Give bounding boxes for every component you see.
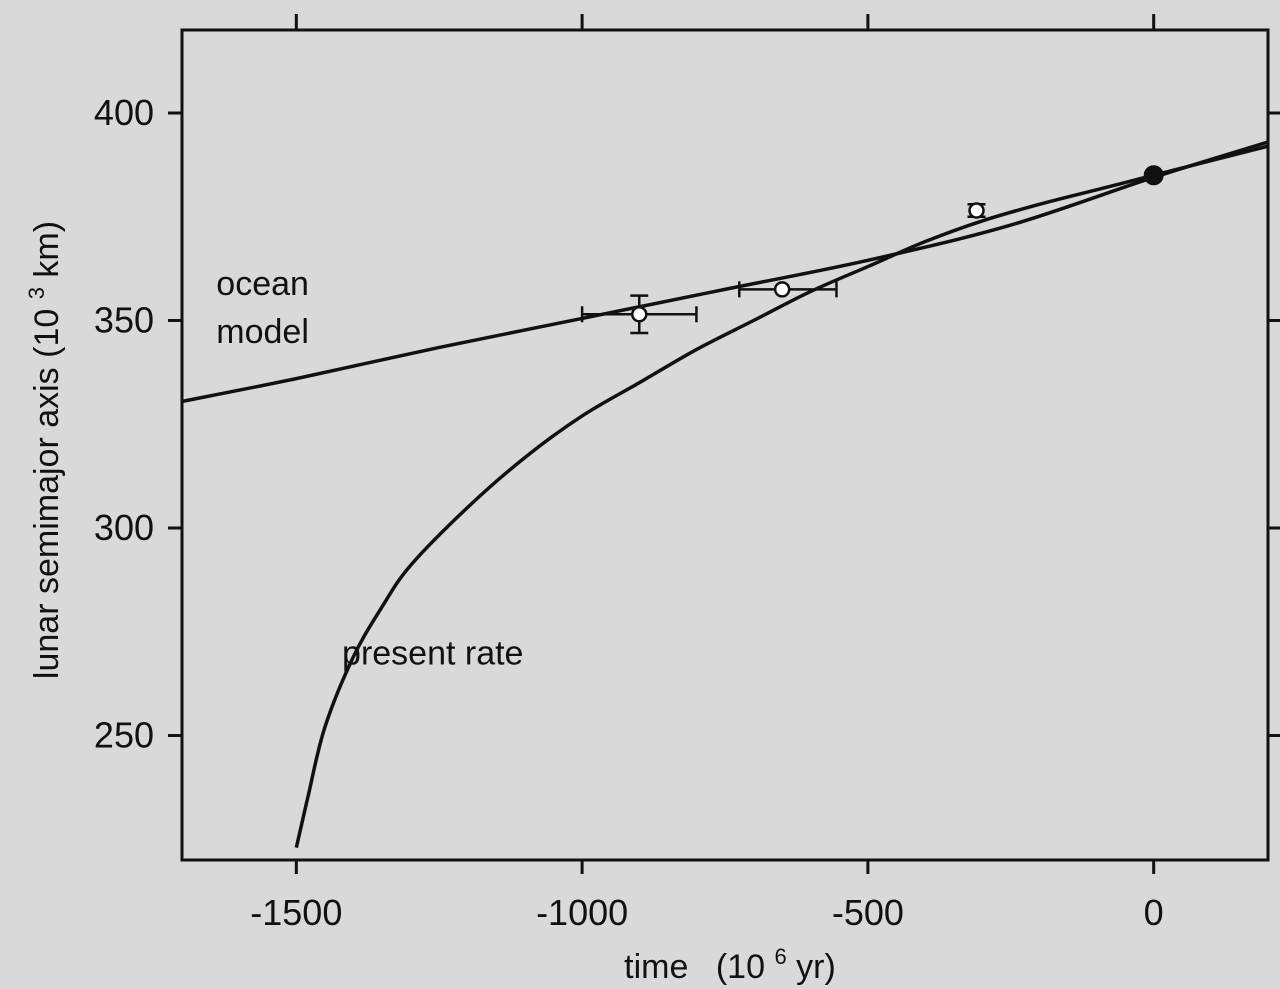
data-point-2 bbox=[967, 202, 986, 219]
x-tick-label: -1500 bbox=[250, 892, 342, 933]
y-axis-title-exp: 3 bbox=[24, 287, 49, 299]
y-axis-title-tail: km) bbox=[28, 221, 66, 278]
x-axis-title: time (10 6 yr) bbox=[624, 934, 836, 986]
y-tick-label: 300 bbox=[94, 507, 154, 548]
data-point-1 bbox=[738, 281, 838, 298]
series-lines bbox=[182, 140, 1268, 848]
x-axis-title-tail: yr) bbox=[796, 948, 836, 986]
open-marker bbox=[631, 306, 648, 323]
data-point-0 bbox=[580, 294, 698, 335]
x-axis-title-main: time bbox=[624, 948, 688, 986]
open-marker bbox=[968, 202, 985, 219]
x-tick-label: -1000 bbox=[536, 892, 628, 933]
data-points bbox=[580, 165, 1164, 335]
ocean-model-line bbox=[182, 140, 1268, 404]
x-tick-label: 0 bbox=[1144, 892, 1164, 933]
ocean-model-label-line2: model bbox=[216, 313, 309, 351]
y-axis-title: lunar semimajor axis (10 3 km) bbox=[14, 221, 66, 679]
data-point-3 bbox=[1143, 165, 1164, 186]
x-axis-title-exp: 6 bbox=[774, 944, 786, 969]
plot-border bbox=[180, 28, 1270, 862]
present-rate-line bbox=[294, 144, 1268, 848]
present-rate-label: present rate bbox=[342, 635, 523, 673]
tick-labels: -1500 -1000 -500 0 250 300 350 400 bbox=[94, 92, 1164, 933]
x-tick-label: -500 bbox=[832, 892, 904, 933]
x-axis-title-unit: (10 bbox=[716, 948, 765, 986]
open-marker bbox=[773, 281, 791, 298]
plot-frame bbox=[180, 28, 1270, 862]
y-tick-label: 350 bbox=[94, 300, 154, 341]
filled-marker bbox=[1143, 165, 1164, 186]
y-axis-title-main: lunar semimajor axis (10 bbox=[28, 309, 66, 679]
ocean-model-label-line1: ocean bbox=[216, 265, 309, 303]
y-tick-label: 250 bbox=[94, 715, 154, 756]
axis-ticks bbox=[168, 14, 1280, 874]
y-tick-label: 400 bbox=[94, 92, 154, 133]
